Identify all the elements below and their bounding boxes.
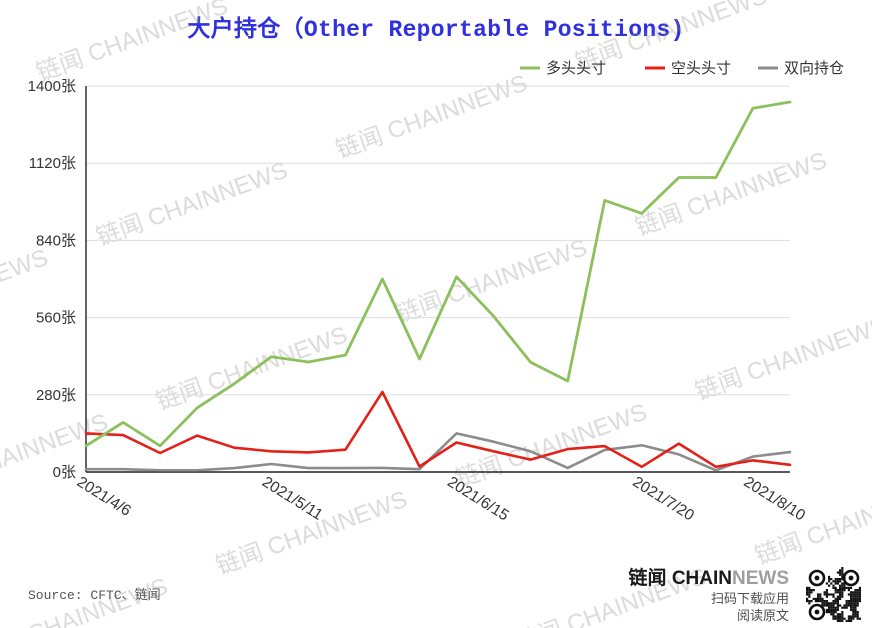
svg-text:1120张: 1120张 [29,155,76,172]
svg-text:280张: 280张 [36,387,76,404]
svg-text:560张: 560张 [36,310,76,327]
svg-text:双向持仓: 双向持仓 [784,60,844,77]
svg-text:1400张: 1400张 [28,78,76,95]
svg-text:多头头寸: 多头头寸 [546,60,606,77]
svg-text:扫码下载应用: 扫码下载应用 [711,591,789,606]
svg-text:空头头寸: 空头头寸 [671,60,731,77]
svg-text:Source: CFTC、链闻: Source: CFTC、链闻 [28,588,161,603]
svg-text:0张: 0张 [53,464,76,481]
svg-text:阅读原文: 阅读原文 [737,608,789,623]
svg-text:链闻 CHAINNEWS: 链闻 CHAINNEWS [629,566,789,589]
svg-text:840张: 840张 [36,232,76,249]
